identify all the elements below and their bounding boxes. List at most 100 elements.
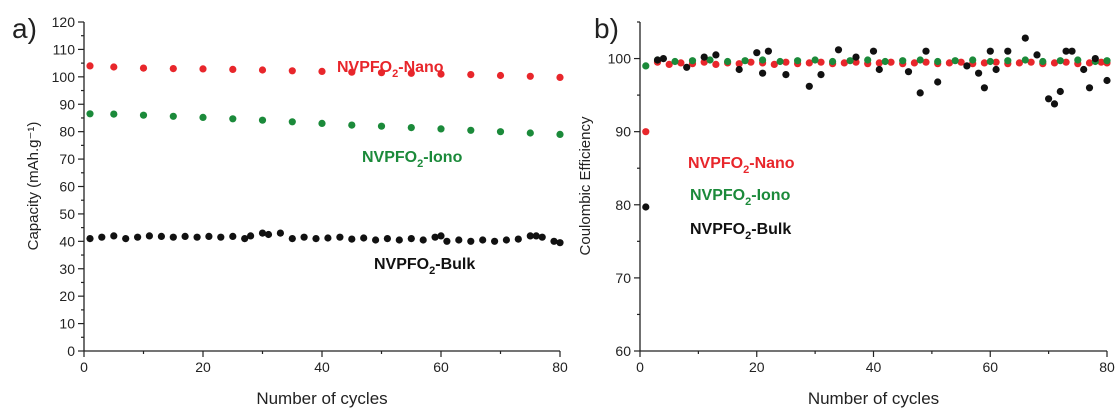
data-point <box>360 234 368 242</box>
data-point <box>653 56 662 64</box>
data-point <box>241 235 249 243</box>
data-point <box>677 59 685 67</box>
series-label: NVPFO2-Bulk <box>374 256 475 277</box>
data-point <box>776 57 784 66</box>
data-point <box>134 233 142 241</box>
panel-a-capacity-chart: a) 0 20 40 60 80 0 10 20 30 40 50 60 70 80 90 100 110 120 N… <box>12 13 568 408</box>
y-tick-label: 70 <box>615 270 631 286</box>
data-point <box>951 57 959 65</box>
data-point <box>205 232 213 240</box>
data-point <box>407 235 415 243</box>
data-point <box>875 59 883 67</box>
data-point <box>407 124 415 132</box>
data-point <box>1027 58 1035 66</box>
y-axis-title: Coulombic Efficiency <box>577 116 594 255</box>
data-point <box>934 78 942 86</box>
series-label: NVPFO2-Bulk <box>690 221 791 242</box>
data-point <box>741 57 749 65</box>
x-tick-label: 40 <box>314 359 330 375</box>
data-point <box>300 233 308 241</box>
data-point <box>532 232 540 240</box>
data-point <box>747 58 755 66</box>
series-NVPFO2-Iono <box>86 110 564 138</box>
data-point <box>1021 56 1029 64</box>
data-point <box>764 47 773 55</box>
data-point <box>759 56 767 64</box>
data-point <box>852 58 860 66</box>
data-point <box>1074 56 1082 64</box>
data-point <box>110 110 118 118</box>
data-point <box>288 235 296 243</box>
data-point <box>899 57 907 65</box>
x-tick-label: 80 <box>1099 359 1115 375</box>
data-point <box>700 53 708 61</box>
data-point <box>372 236 380 244</box>
data-point <box>86 62 94 70</box>
data-point <box>526 72 534 80</box>
data-point <box>258 229 267 237</box>
data-point <box>514 235 522 243</box>
x-axis-title: Number of cycles <box>256 389 387 408</box>
data-point <box>817 58 825 66</box>
y-tick-label: 10 <box>59 316 75 332</box>
data-point <box>922 58 930 66</box>
data-point <box>642 128 650 136</box>
data-point <box>169 233 177 241</box>
series-label: NVPFO2-Iono <box>362 149 463 170</box>
y-tick-label: 50 <box>59 206 75 222</box>
data-point <box>437 70 445 78</box>
data-point <box>1050 59 1059 67</box>
data-point <box>169 112 177 120</box>
y-tick-label: 40 <box>59 233 75 249</box>
data-point <box>419 236 427 244</box>
data-point <box>986 57 994 66</box>
data-point <box>1033 51 1041 59</box>
y-axis-title: Capacity (mAh.g⁻¹) <box>25 122 42 251</box>
data-point <box>229 115 237 123</box>
data-point <box>735 60 743 68</box>
data-point <box>324 234 332 242</box>
data-point <box>86 110 94 118</box>
data-point <box>122 235 130 243</box>
data-point <box>181 232 189 240</box>
x-tick-label: 20 <box>195 359 211 375</box>
data-point <box>910 59 919 67</box>
data-point <box>1103 76 1111 85</box>
data-point <box>348 121 356 129</box>
data-point <box>875 65 883 74</box>
data-point <box>794 57 802 65</box>
y-tick-label: 90 <box>59 96 75 112</box>
data-point <box>1062 47 1070 55</box>
y-tick-label: 20 <box>59 288 75 304</box>
x-tick-label: 60 <box>433 359 449 375</box>
data-point <box>491 237 499 245</box>
data-point <box>258 116 267 124</box>
data-point <box>264 230 273 239</box>
data-point <box>199 65 207 73</box>
data-point <box>671 57 679 66</box>
data-point <box>383 235 391 243</box>
data-point <box>157 232 165 240</box>
data-point <box>496 71 505 80</box>
data-point <box>556 73 564 81</box>
data-point <box>1062 58 1070 66</box>
data-point <box>770 60 778 68</box>
data-point <box>1056 87 1064 96</box>
data-point <box>887 58 895 66</box>
data-point <box>467 126 475 134</box>
data-point <box>1004 57 1012 65</box>
data-point <box>992 58 1000 66</box>
y-tick-label: 60 <box>59 179 75 195</box>
data-point <box>526 232 534 240</box>
data-point <box>834 46 843 54</box>
data-point <box>642 62 650 70</box>
data-point <box>811 56 819 64</box>
data-point <box>922 47 930 55</box>
data-point <box>840 59 848 67</box>
data-point <box>852 53 860 61</box>
data-point <box>1056 57 1064 65</box>
data-point <box>145 232 153 240</box>
series-label: NVPFO2-Nano <box>688 155 795 176</box>
x-tick-label: 40 <box>866 359 882 375</box>
data-point <box>139 64 148 72</box>
